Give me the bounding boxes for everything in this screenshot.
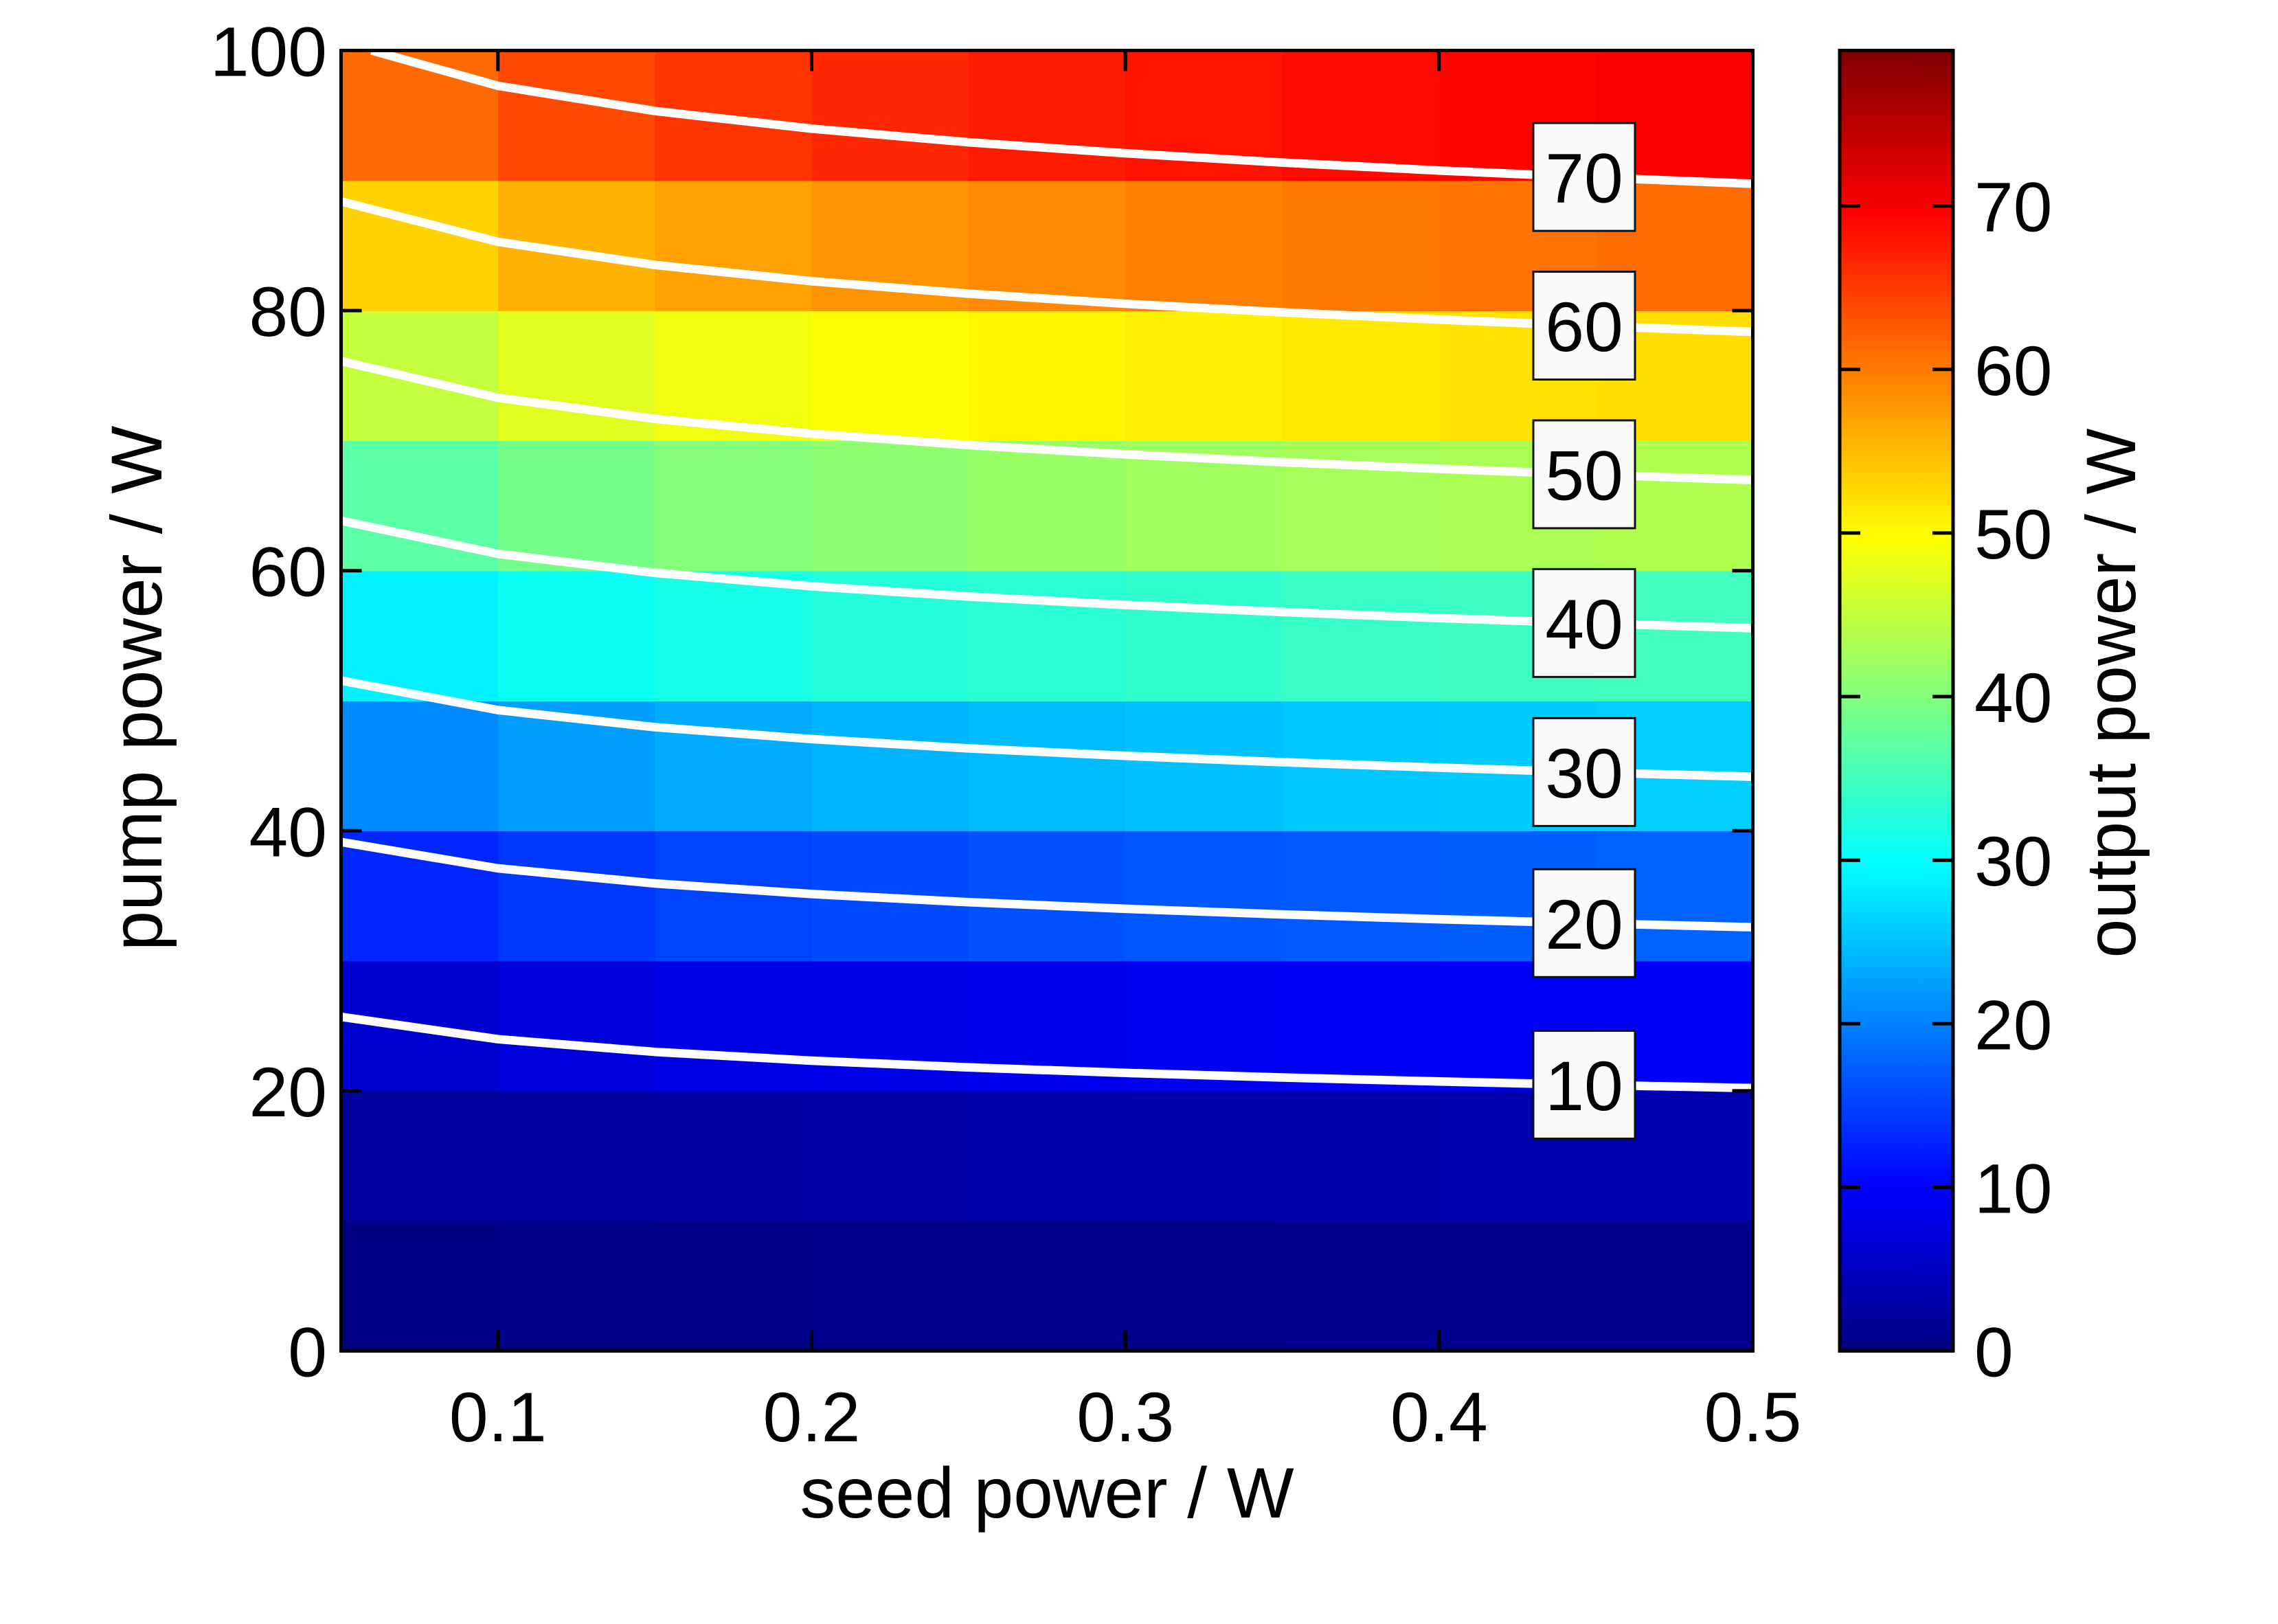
svg-text:10: 10 (1974, 1149, 2052, 1228)
svg-text:60: 60 (1974, 332, 2052, 410)
svg-text:0: 0 (1974, 1313, 2014, 1392)
svg-text:70: 70 (1974, 168, 2052, 247)
svg-text:0.2: 0.2 (763, 1378, 861, 1456)
svg-text:output power / W: output power / W (2072, 428, 2150, 958)
svg-text:70: 70 (1545, 139, 1623, 218)
svg-text:0.4: 0.4 (1390, 1378, 1488, 1456)
svg-text:20: 20 (1545, 886, 1623, 964)
svg-text:pump power / W: pump power / W (97, 426, 177, 951)
svg-text:40: 40 (249, 793, 327, 871)
svg-text:80: 80 (249, 273, 327, 351)
svg-text:30: 30 (1545, 734, 1623, 813)
svg-text:40: 40 (1545, 585, 1623, 664)
svg-text:60: 60 (1545, 288, 1623, 366)
svg-text:40: 40 (1974, 659, 2052, 737)
svg-text:10: 10 (1545, 1047, 1623, 1125)
svg-text:20: 20 (249, 1053, 327, 1131)
svg-text:seed power / W: seed power / W (800, 1453, 1294, 1533)
svg-text:0.1: 0.1 (449, 1378, 547, 1456)
svg-text:20: 20 (1974, 986, 2052, 1064)
svg-text:0: 0 (288, 1313, 327, 1392)
svg-text:50: 50 (1974, 495, 2052, 574)
svg-text:0.3: 0.3 (1076, 1378, 1174, 1456)
svg-text:100: 100 (210, 13, 327, 91)
svg-text:60: 60 (249, 533, 327, 611)
svg-text:50: 50 (1545, 436, 1623, 515)
svg-text:30: 30 (1974, 822, 2052, 901)
svg-text:0.5: 0.5 (1704, 1378, 1802, 1456)
